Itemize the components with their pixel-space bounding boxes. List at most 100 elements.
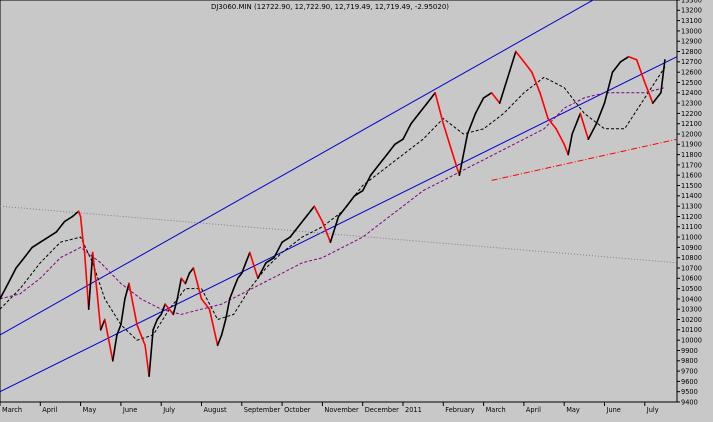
price-segment [595, 102, 606, 125]
x-tick-label: April [526, 406, 541, 414]
y-tick-label: 10900 [681, 244, 702, 252]
y-tick-label: 10200 [681, 316, 702, 324]
price-segment [442, 122, 453, 151]
x-tick-label: April [42, 406, 57, 414]
price-segment [71, 210, 80, 218]
y-tick-label: 12800 [681, 48, 702, 56]
price-segment [47, 231, 58, 238]
price-segment [571, 112, 582, 135]
plot-frame [0, 0, 678, 403]
price-segment [361, 174, 372, 192]
price-segment [15, 256, 26, 269]
x-tick-label: July [162, 406, 175, 414]
price-segment [474, 97, 485, 115]
price-segment [156, 313, 162, 321]
price-segment [377, 153, 388, 166]
price-segment [619, 55, 630, 63]
price-segment [410, 112, 420, 125]
y-tick-label: 13000 [681, 27, 702, 35]
price-segment [172, 298, 179, 316]
price-segment [337, 205, 348, 218]
price-segment [55, 220, 66, 233]
y-tick-label: 9900 [681, 347, 698, 355]
price-segment [305, 205, 316, 218]
x-tick-label: December [365, 406, 399, 414]
y-tick-label: 10100 [681, 326, 702, 334]
x-tick-label: March [486, 406, 506, 414]
price-segment [148, 328, 154, 378]
price-segment [490, 92, 501, 104]
y-tick-label: 11400 [681, 192, 702, 200]
price-segment [91, 251, 98, 290]
price-segment [249, 251, 259, 280]
y-tick-label: 11000 [681, 234, 702, 242]
price-segment [136, 323, 142, 336]
price-segment [426, 92, 437, 104]
price-segment [81, 236, 86, 254]
price-segment [567, 133, 574, 156]
price-segment [434, 92, 445, 125]
price-segment [579, 112, 590, 140]
price-segment [514, 50, 525, 63]
price-segment [7, 267, 17, 285]
y-tick-label: 11500 [681, 182, 702, 190]
y-tick-label: 12000 [681, 130, 702, 138]
y-tick-label: 12400 [681, 89, 702, 97]
y-tick-label: 10700 [681, 264, 702, 272]
trendlines-layer [0, 0, 678, 393]
price-segment [160, 303, 166, 316]
y-tick-label: 12900 [681, 38, 702, 46]
price-segment [450, 148, 461, 176]
price-segment [168, 308, 175, 316]
y-tick-label: 12200 [681, 110, 702, 118]
y-tick-label: 9500 [681, 388, 698, 396]
chart-title: DJ3060.MIN (12722.90, 12,722.90, 12,719.… [211, 3, 449, 11]
x-tick-label: November [324, 406, 359, 414]
price-segment [297, 215, 308, 228]
price-segment [329, 215, 340, 243]
x-axis: March April May June July August September Octo… [0, 402, 659, 414]
price-segment [224, 298, 231, 321]
y-tick-label: 10500 [681, 285, 702, 293]
y-tick-label: 10000 [681, 337, 702, 345]
trendline-long-term [0, 205, 678, 264]
x-tick-label: May [83, 406, 97, 414]
price-segment [458, 133, 469, 176]
price-segment [31, 241, 42, 249]
price-segment [232, 277, 239, 290]
price-segment [120, 298, 126, 326]
y-tick-label: 13100 [681, 17, 702, 25]
y-axis: 9400 9500 9600 9700 9800 9900 10000 10100 10200 1… [677, 0, 702, 406]
price-segment [228, 287, 235, 300]
price-layer [0, 50, 666, 378]
y-tick-label: 12600 [681, 69, 702, 77]
price-segment [128, 282, 134, 305]
price-segment [643, 81, 654, 104]
y-tick-label: 13300 [681, 0, 702, 4]
price-segment [208, 308, 219, 347]
price-segment [104, 318, 110, 342]
price-segment [112, 334, 118, 362]
price-segment [402, 122, 412, 140]
x-tick-label: July [646, 406, 659, 414]
y-tick-label: 9800 [681, 357, 698, 365]
y-tick-label: 10800 [681, 254, 702, 262]
y-tick-label: 11800 [681, 151, 702, 159]
price-segment [241, 261, 247, 275]
price-segment [180, 277, 187, 285]
x-tick-label: June [606, 406, 621, 414]
price-segment [281, 236, 291, 243]
price-segment [386, 143, 396, 156]
price-segment [660, 59, 666, 94]
price-segment [482, 92, 493, 99]
price-segment [498, 76, 509, 104]
price-segment [176, 277, 183, 300]
y-tick-label: 9400 [681, 398, 698, 406]
x-tick-label: 2011 [405, 406, 422, 414]
price-segment [555, 128, 566, 146]
price-segment [116, 323, 122, 336]
price-segment [394, 138, 404, 146]
trendline-support [491, 138, 678, 181]
y-tick-label: 12700 [681, 58, 702, 66]
x-tick-label: March [2, 406, 22, 414]
